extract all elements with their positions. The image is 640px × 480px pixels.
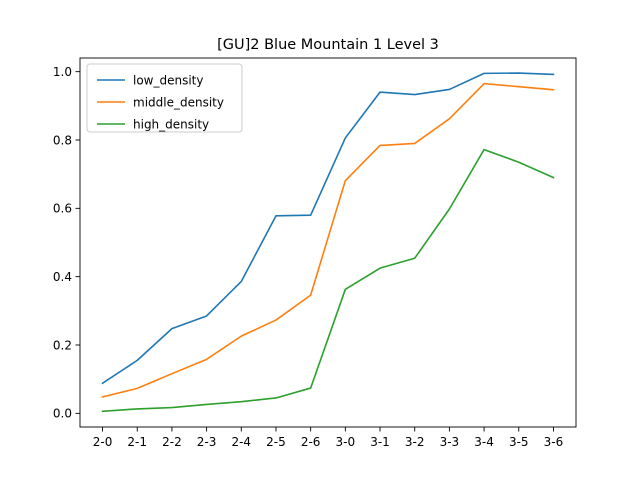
x-tick-label: 2-0	[93, 435, 113, 449]
series-line-low_density	[101, 72, 555, 385]
y-tick-label: 0.6	[53, 202, 72, 216]
legend-label-low_density: low_density	[133, 73, 204, 87]
x-tick-label: 3-2	[405, 435, 425, 449]
x-tick-label: 3-6	[544, 435, 564, 449]
x-tick-label: 2-6	[301, 435, 321, 449]
x-tick-label: 2-4	[231, 435, 251, 449]
y-tick-label: 0.0	[53, 407, 72, 421]
axes-frame	[79, 57, 577, 428]
series-line-middle_density	[101, 82, 555, 398]
chart-title: [GU]2 Blue Mountain 1 Level 3	[217, 37, 439, 53]
x-tick-label: 2-2	[162, 435, 182, 449]
y-tick-label: 0.4	[53, 270, 72, 284]
x-tick-label: 2-1	[127, 435, 147, 449]
x-tick-label: 3-0	[336, 435, 356, 449]
x-tick-label: 3-5	[509, 435, 529, 449]
plot-area: 2-0 2-1 2-2 2-3 2-4 2-5 2-6 3-0 3-1 3-2 3-3 3-4 3-5 3…	[53, 57, 577, 449]
series-line-high_density	[101, 148, 555, 413]
x-tick-label: 3-3	[440, 435, 460, 449]
y-tick-label: 0.2	[53, 338, 72, 352]
legend-label-high_density: high_density	[133, 117, 209, 131]
legend-box	[86, 63, 243, 133]
x-tick-label: 3-1	[370, 435, 390, 449]
x-tick-label: 2-5	[266, 435, 286, 449]
legend-label-middle_density: middle_density	[133, 95, 224, 109]
x-tick-label: 2-3	[197, 435, 217, 449]
y-tick-label: 0.8	[53, 133, 72, 147]
y-tick-label: 1.0	[53, 65, 72, 79]
x-tick-label: 3-4	[474, 435, 494, 449]
